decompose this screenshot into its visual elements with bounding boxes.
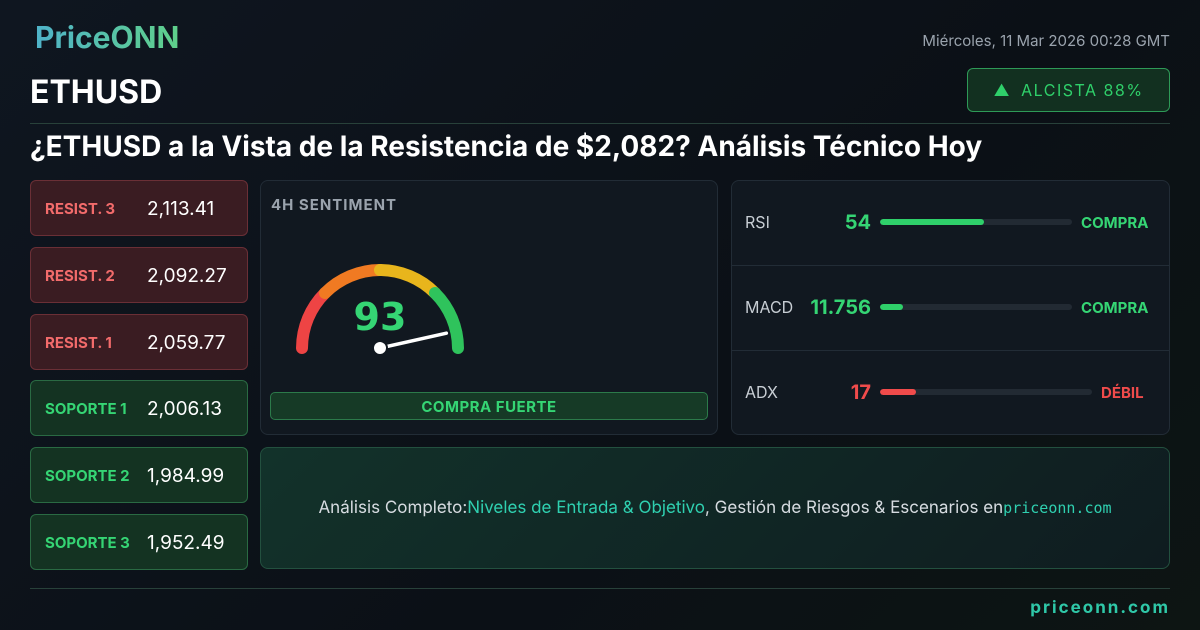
indicator-value: 11.756 xyxy=(810,295,871,319)
row-divider xyxy=(731,350,1170,351)
level-label: RESIST. 1 xyxy=(45,332,112,352)
cta-suffix: , Gestión de Riesgos & Escenarios en xyxy=(704,498,1004,518)
level-value: 2,059.77 xyxy=(147,330,226,354)
gauge: 93 xyxy=(296,264,464,356)
footer-url[interactable]: priceonn.com xyxy=(1030,598,1170,618)
indicator-value: 17 xyxy=(850,380,871,404)
indicator-value: 54 xyxy=(844,210,871,234)
indicator: RSI 54 COMPRA xyxy=(731,180,1170,265)
logo: PriceONN xyxy=(35,20,180,56)
cta-prefix: Análisis Completo: xyxy=(318,498,468,518)
bar-track xyxy=(880,304,1072,310)
indicator-signal: COMPRA xyxy=(1081,213,1149,232)
level-value: 2,113.41 xyxy=(147,196,215,220)
level: RESIST. 3 2,113.41 xyxy=(30,180,248,236)
divider xyxy=(30,588,1170,589)
needle-hub xyxy=(372,340,388,356)
badge-text: ALCISTA 88% xyxy=(1021,80,1144,100)
level: SOPORTE 3 1,952.49 xyxy=(30,514,248,570)
indicator-name: MACD xyxy=(745,297,794,317)
level-value: 1,952.49 xyxy=(147,530,225,554)
level-label: RESIST. 3 xyxy=(45,198,116,218)
date: Miércoles, 11 Mar 2026 00:28 GMT xyxy=(922,31,1170,50)
level-label: SOPORTE 2 xyxy=(45,465,130,485)
indicator-signal: COMPRA xyxy=(1081,298,1149,317)
gauge-value: 93 xyxy=(354,295,407,339)
gauge-arc xyxy=(296,264,464,354)
indicator-bar xyxy=(880,389,917,395)
level: SOPORTE 2 1,984.99 xyxy=(30,447,248,503)
symbol: ETHUSD xyxy=(30,72,163,111)
cta[interactable]: Análisis Completo: Niveles de Entrada & … xyxy=(260,447,1170,569)
level-value: 2,092.27 xyxy=(147,263,227,287)
cta-highlight: Niveles de Entrada & Objetivo xyxy=(467,498,705,518)
verdict: COMPRA FUERTE xyxy=(270,392,708,420)
bar-track xyxy=(880,389,1092,395)
row-divider xyxy=(731,265,1170,266)
cta-site[interactable]: priceonn.com xyxy=(1003,499,1112,517)
gauge-needle xyxy=(378,331,449,350)
indicator-name: RSI xyxy=(745,212,770,232)
indicator-bar xyxy=(880,304,903,310)
level: RESIST. 2 2,092.27 xyxy=(30,247,248,303)
level-label: SOPORTE 1 xyxy=(45,398,127,418)
trend-badge: ▲ ALCISTA 88% xyxy=(967,68,1170,112)
sentiment-title: 4H SENTIMENT xyxy=(271,195,398,214)
indicator-bar xyxy=(880,219,984,225)
level-label: RESIST. 2 xyxy=(45,265,115,285)
level: SOPORTE 1 2,006.13 xyxy=(30,380,248,436)
headline: ¿ETHUSD a la Vista de la Resistencia de … xyxy=(30,129,983,163)
indicator: ADX 17 DÉBIL xyxy=(731,350,1170,435)
up-icon: ▲ xyxy=(993,80,1012,100)
indicator-signal: DÉBIL xyxy=(1101,383,1144,402)
level-label: SOPORTE 3 xyxy=(45,532,130,552)
level: RESIST. 1 2,059.77 xyxy=(30,314,248,370)
level-value: 2,006.13 xyxy=(147,396,222,420)
level-value: 1,984.99 xyxy=(147,463,225,487)
bar-track xyxy=(880,219,1072,225)
divider xyxy=(30,123,1170,124)
indicator: MACD 11.756 COMPRA xyxy=(731,265,1170,350)
indicator-name: ADX xyxy=(745,382,778,402)
